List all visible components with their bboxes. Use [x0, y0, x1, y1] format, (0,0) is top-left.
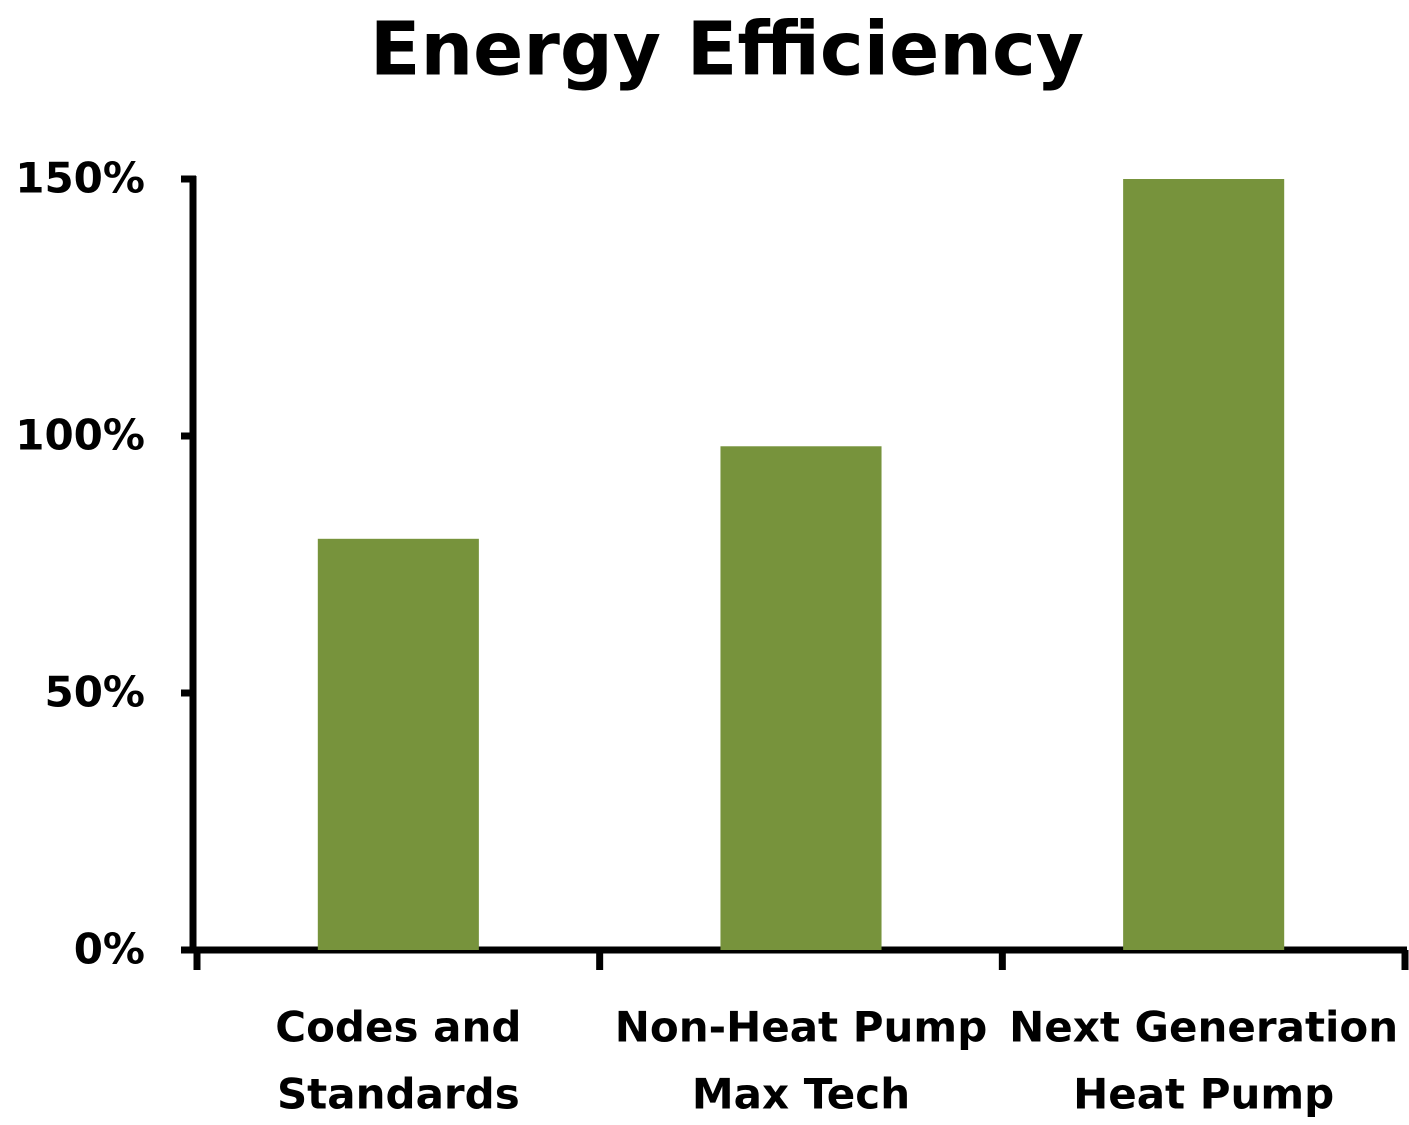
x-tick-label: Non-Heat Pump [615, 1003, 988, 1052]
x-tick-label: Heat Pump [1073, 1070, 1334, 1119]
chart-title: Energy Efficiency [370, 7, 1084, 93]
bar [720, 446, 882, 950]
x-tick-label: Standards [277, 1070, 520, 1119]
bar [317, 538, 479, 950]
bar [1123, 179, 1285, 950]
y-tick-label: 0% [74, 925, 145, 974]
y-tick-label: 150% [15, 154, 145, 203]
y-tick-label: 50% [44, 668, 145, 717]
x-tick-label: Max Tech [692, 1070, 910, 1119]
x-tick-label: Codes and [275, 1003, 521, 1052]
y-tick-label: 100% [15, 411, 145, 460]
x-tick-label: Next Generation [1009, 1003, 1398, 1052]
